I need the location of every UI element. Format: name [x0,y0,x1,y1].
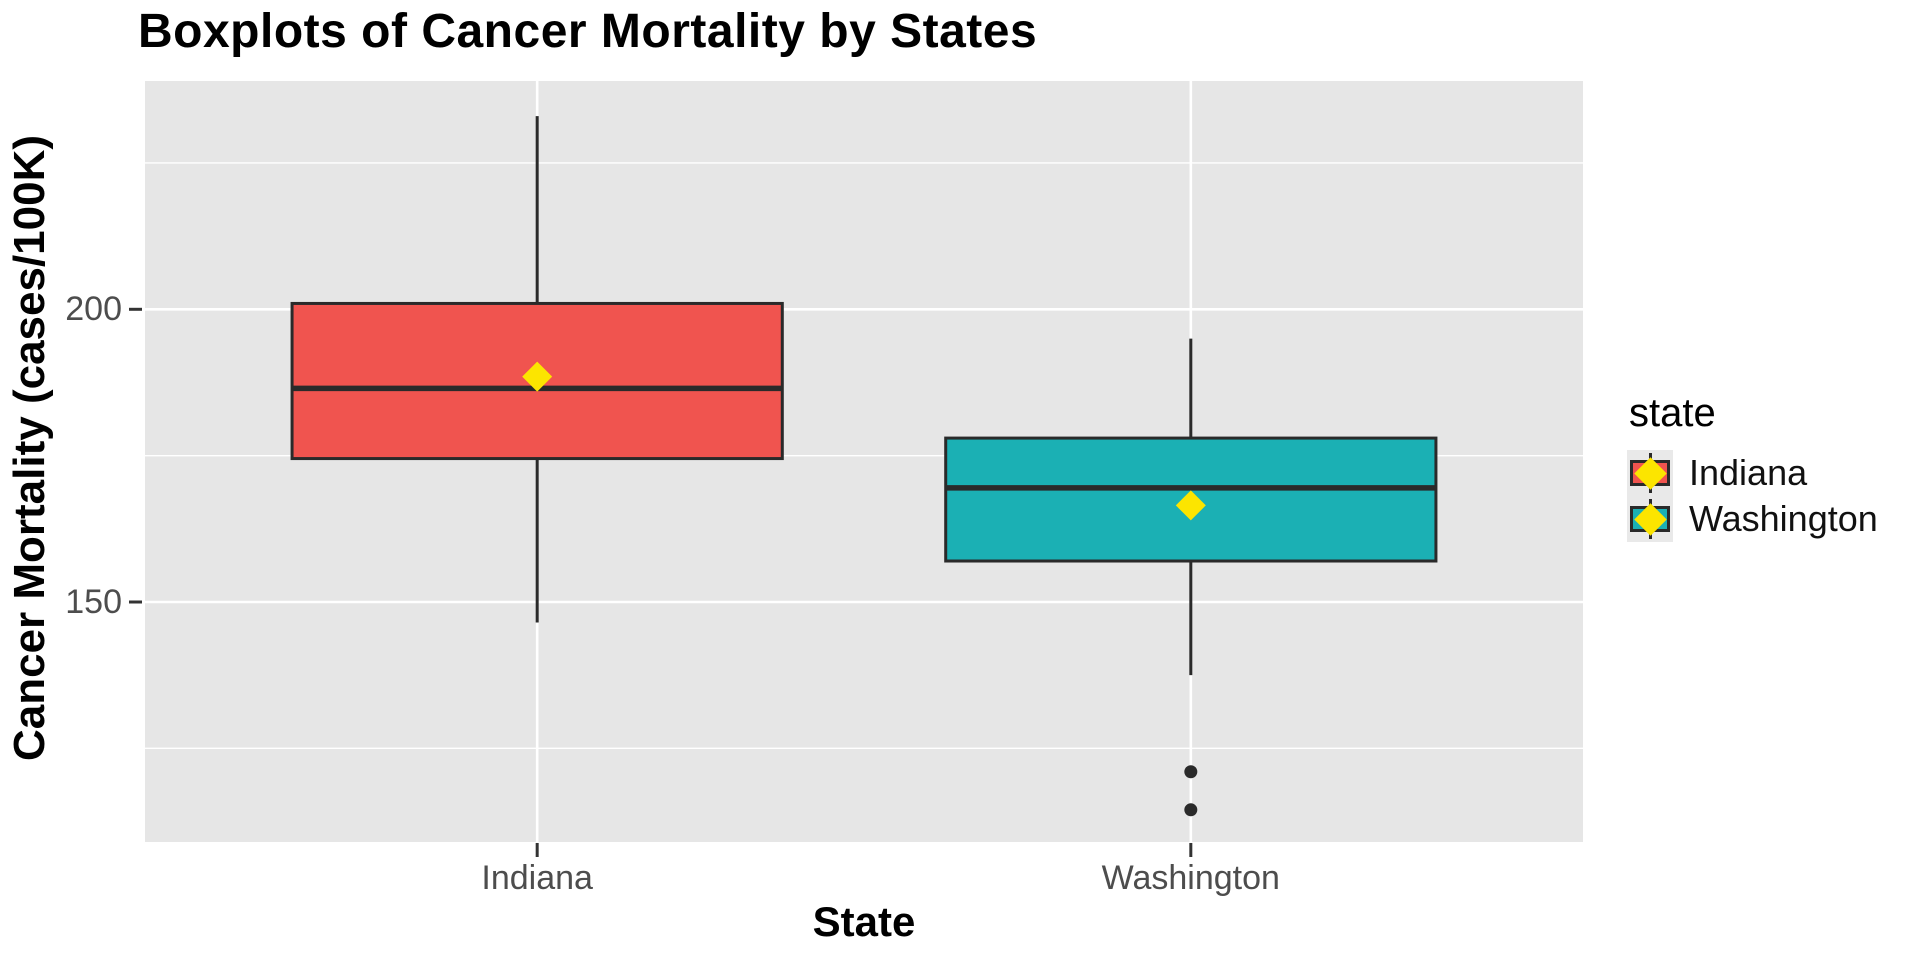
legend-key [1627,450,1673,496]
outlier-point-washington [1184,765,1198,779]
x-tick-label: Indiana [481,859,593,897]
outlier-point-washington [1184,803,1198,817]
mean-diamond-indiana [522,361,553,392]
legend-label: Washington [1689,498,1878,539]
legend-item: Indiana [1627,450,1878,496]
x-tick-label: Washington [1101,859,1280,897]
y-tick-label: 200 [65,290,122,329]
legend-title: state [1629,391,1716,435]
legend: state Indiana Washington [1627,391,1878,542]
y-tick-label: 150 [65,582,122,621]
x-axis-title: State [812,898,916,945]
legend-key [1627,496,1673,542]
y-axis-title: Cancer Mortality (cases/100K) [5,134,54,762]
chart-title: Boxplots of Cancer Mortality by States [138,5,1038,58]
legend-item: Washington [1627,496,1878,542]
legend-label: Indiana [1689,452,1808,493]
mean-diamond-washington [1175,490,1206,521]
